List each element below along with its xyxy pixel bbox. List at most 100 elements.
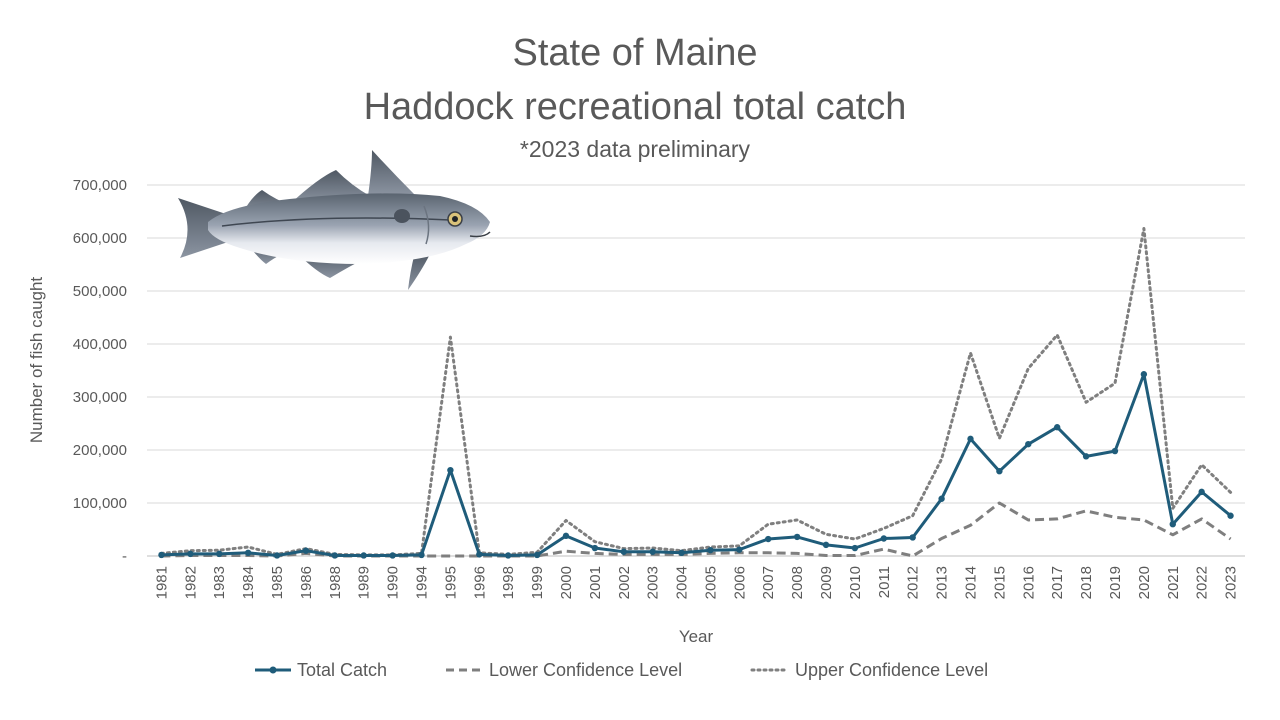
y-tick-label: - <box>122 548 127 565</box>
data-point <box>1082 453 1090 460</box>
legend: Total Catch Lower Confidence Level Upper… <box>255 660 988 680</box>
data-point <box>476 551 483 558</box>
x-tick-label: 1988 <box>327 566 344 599</box>
x-tick-label: 2022 <box>1194 566 1211 599</box>
data-point <box>649 548 656 555</box>
data-point <box>996 468 1003 475</box>
x-tick-label: 2019 <box>1107 566 1124 599</box>
data-point <box>1169 521 1176 528</box>
data-point <box>1053 424 1061 431</box>
data-point <box>620 548 627 555</box>
series-line-total-catch <box>161 372 1232 557</box>
data-point <box>273 552 281 559</box>
data-point <box>1111 447 1119 455</box>
chart-title-line1: State of Maine <box>512 32 758 74</box>
y-tick-label: 700,000 <box>73 177 127 194</box>
y-tick-label: 200,000 <box>73 442 127 459</box>
data-point <box>418 551 425 559</box>
x-tick-label: 2006 <box>731 566 748 599</box>
data-point <box>1025 440 1032 448</box>
data-point <box>851 544 859 552</box>
y-tick-label: 100,000 <box>73 495 127 512</box>
gridlines <box>147 184 1245 557</box>
legend-label-upper-confidence: Upper Confidence Level <box>795 660 988 680</box>
haddock-fish-icon <box>178 150 491 290</box>
x-tick-label: 2023 <box>1223 566 1240 599</box>
data-point <box>880 535 888 542</box>
data-point <box>302 547 310 554</box>
x-tick-label: 1983 <box>211 566 228 599</box>
data-point <box>360 552 367 559</box>
data-point <box>1198 488 1205 496</box>
y-tick-label: 500,000 <box>73 283 127 300</box>
x-tick-label: 1984 <box>240 566 257 599</box>
chart-subtitle: *2023 data preliminary <box>519 136 751 162</box>
x-tick-label: 1999 <box>529 566 546 599</box>
series-line-upper-confidence-level <box>159 227 1233 557</box>
x-tick-label: 2020 <box>1136 566 1153 599</box>
data-point <box>1227 512 1234 519</box>
legend-item-upper-confidence: Upper Confidence Level <box>750 660 988 680</box>
x-tick-label: 1986 <box>298 566 315 599</box>
x-tick-label: 1981 <box>153 566 170 599</box>
data-point <box>244 549 252 557</box>
x-tick-label: 2021 <box>1165 566 1182 599</box>
data-point <box>822 541 830 549</box>
x-tick-label: 2016 <box>1020 566 1037 599</box>
legend-label-lower-confidence: Lower Confidence Level <box>489 660 682 680</box>
x-tick-label: 1982 <box>182 566 199 599</box>
x-tick-label: 2014 <box>963 566 980 599</box>
x-tick-label: 2004 <box>674 566 691 599</box>
data-point <box>216 550 223 558</box>
data-point <box>562 532 570 540</box>
x-tick-label: 2017 <box>1049 566 1066 599</box>
x-tick-label: 1994 <box>414 566 431 599</box>
x-axis-ticks: 1981 1982 1983 1984 1985 1986 1988 1989 1990 1994… <box>153 566 1239 599</box>
x-tick-label: 2010 <box>847 566 864 599</box>
y-axis-ticks: - 100,000 200,000 300,000 400,000 500,000 600,… <box>73 177 127 565</box>
x-tick-label: 1990 <box>385 566 402 599</box>
data-point <box>504 552 512 559</box>
data-point <box>793 533 801 541</box>
data-point <box>909 534 916 541</box>
data-point <box>1140 371 1148 378</box>
data-point <box>765 535 772 543</box>
data-point <box>447 466 454 474</box>
y-axis-label: Number of fish caught <box>27 277 46 444</box>
x-tick-label: 2012 <box>905 566 922 599</box>
y-tick-label: 300,000 <box>73 389 127 406</box>
legend-label-total-catch: Total Catch <box>297 660 387 680</box>
data-point <box>533 551 541 559</box>
x-tick-label: 2005 <box>702 566 719 599</box>
x-axis-label: Year <box>679 627 714 646</box>
data-point <box>187 550 194 558</box>
legend-item-lower-confidence: Lower Confidence Level <box>446 660 682 680</box>
data-point <box>707 546 714 554</box>
series-line-lower-confidence-level <box>161 501 1232 558</box>
x-tick-label: 2011 <box>876 566 893 598</box>
x-tick-label: 2013 <box>934 566 951 599</box>
chart-title-line2: Haddock recreational total catch <box>363 86 907 128</box>
x-tick-label: 1995 <box>442 566 459 599</box>
data-point <box>938 495 945 502</box>
x-tick-label: 2009 <box>818 566 835 599</box>
data-point <box>331 552 339 559</box>
data-point <box>967 435 974 443</box>
x-tick-label: 2003 <box>645 566 662 599</box>
data-point <box>158 551 165 559</box>
x-tick-label: 2000 <box>558 566 575 599</box>
data-point <box>736 546 743 553</box>
x-tick-label: 2015 <box>991 566 1008 599</box>
x-tick-label: 2007 <box>760 566 777 599</box>
x-tick-label: 1985 <box>269 566 286 599</box>
data-point <box>591 544 599 552</box>
data-point <box>678 549 685 557</box>
x-tick-label: 1989 <box>356 566 373 599</box>
y-tick-label: 400,000 <box>73 336 127 353</box>
data-point <box>389 552 396 559</box>
series-layer <box>158 227 1234 559</box>
x-tick-label: 1998 <box>500 566 517 599</box>
x-tick-label: 2008 <box>789 566 806 599</box>
x-tick-label: 2001 <box>587 566 604 599</box>
x-tick-label: 2018 <box>1078 566 1095 599</box>
